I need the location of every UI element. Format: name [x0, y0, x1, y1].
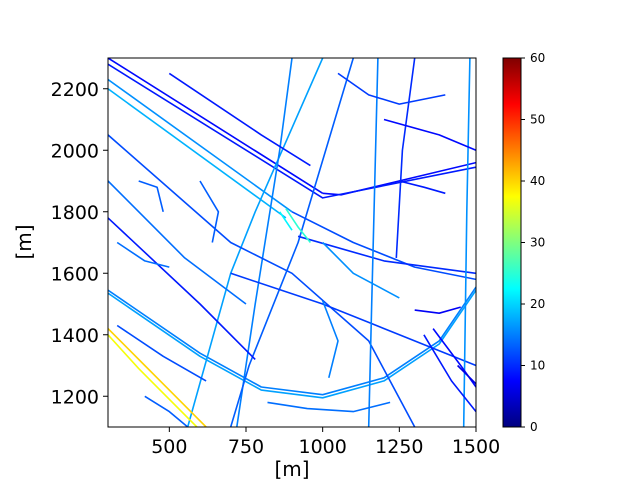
street-segment-16: [367, 58, 379, 427]
y-tick-label: 1600: [51, 263, 99, 285]
plot-background: [108, 58, 476, 427]
x-tick-label: 1250: [375, 436, 423, 458]
colorbar-gradient: [502, 57, 522, 428]
street-segment-29: [285, 208, 312, 243]
street-segment-19: [108, 328, 207, 427]
street-segment-33: [199, 180, 220, 243]
colorbar-tick-label: 60: [530, 51, 545, 65]
x-tick-label: 500: [151, 436, 187, 458]
street-network: [108, 58, 476, 427]
y-tick-label: 1400: [51, 325, 99, 347]
street-segment-25: [267, 401, 391, 413]
y-tick-label: 2200: [51, 79, 99, 101]
y-tick-label: 2000: [51, 140, 99, 162]
colorbar: 0 10 20 30 40 50 60: [502, 51, 545, 434]
colorbar-tick-label: 20: [530, 297, 545, 311]
street-segment-22: [423, 334, 476, 413]
street-segment-38: [414, 306, 461, 315]
street-segment-7: [186, 58, 324, 427]
street-segment-5: [108, 78, 293, 213]
street-segment-24: [321, 300, 339, 378]
street-segment-12: [291, 211, 476, 281]
colorbar-ticks: 0 10 20 30 40 50 60: [521, 51, 545, 434]
colorbar-tick-label: 10: [530, 359, 545, 373]
street-segment-21: [116, 324, 207, 382]
y-tick-label: 1800: [51, 202, 99, 224]
x-tick-label: 1000: [298, 436, 346, 458]
y-axis: 1200 1400 1600 1800 2000 2200: [51, 79, 108, 408]
street-segment-20: [108, 334, 198, 427]
plot-frame: [107, 57, 477, 428]
colorbar-tick-label: 0: [530, 420, 538, 434]
street-segment-10: [229, 58, 355, 427]
x-axis: 500 750 1000 1250 1500: [151, 427, 500, 458]
street-segment-14: [108, 180, 247, 305]
street-segment-2: [108, 63, 476, 199]
street-segment-11: [230, 272, 476, 367]
street-segment-17: [462, 58, 471, 427]
street-segment-27: [168, 72, 311, 167]
colorbar-tick-label: 30: [530, 236, 545, 250]
street-segment-9: [108, 134, 416, 427]
plot-area: [107, 57, 477, 428]
street-segment-28: [383, 118, 476, 152]
street-segment-31: [337, 72, 446, 105]
street-segment-4: [108, 289, 476, 399]
x-tick-label: 1500: [452, 436, 500, 458]
x-tick-label: 750: [228, 436, 264, 458]
street-segment-32: [457, 364, 476, 385]
street-segment-26: [144, 395, 189, 427]
street-segment-18: [395, 58, 416, 258]
colorbar-tick-label: 40: [530, 174, 545, 188]
street-segment-13: [297, 235, 476, 275]
y-axis-label: [m]: [12, 224, 36, 259]
street-segment-8: [236, 58, 293, 427]
street-segment-34: [116, 241, 170, 268]
street-segment-0: [108, 58, 324, 194]
x-axis-label: [m]: [274, 457, 309, 480]
street-segment-30: [279, 211, 293, 231]
y-tick-label: 1200: [51, 386, 99, 408]
street-segment-15: [108, 217, 256, 360]
colorbar-tick-label: 50: [530, 113, 545, 127]
street-segment-37: [138, 180, 164, 212]
street-segment-36: [322, 241, 400, 299]
street-segment-3: [108, 286, 476, 396]
street-segment-6: [108, 88, 287, 219]
street-segment-35: [399, 180, 446, 195]
